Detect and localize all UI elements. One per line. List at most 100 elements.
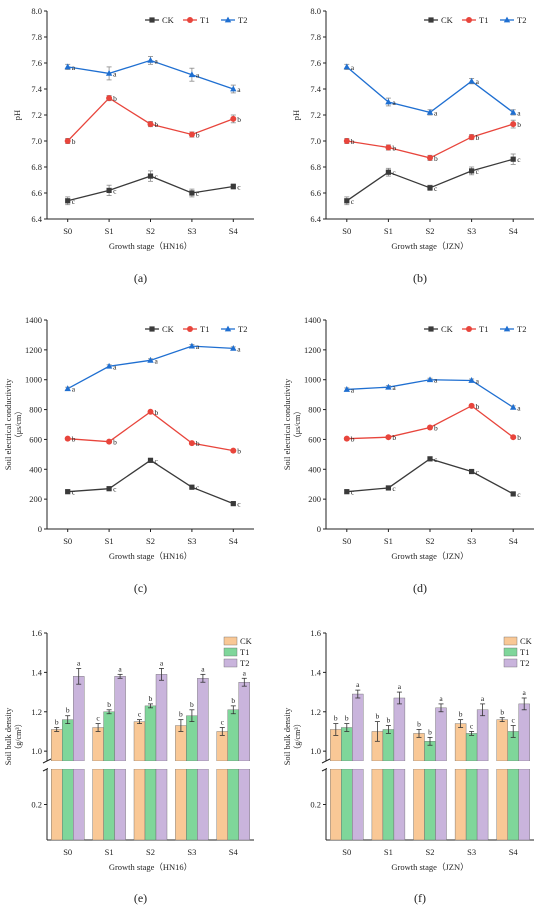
legend-label: T1 <box>520 647 529 657</box>
y-tick-label: 800 <box>29 405 42 415</box>
y-tick-label: 1.4 <box>31 667 42 677</box>
significance-letter: a <box>237 344 241 353</box>
significance-letter: b <box>476 402 480 411</box>
significance-letter: b <box>517 120 521 129</box>
data-point-ck <box>147 457 154 463</box>
data-point-t2 <box>105 70 113 76</box>
significance-letter: c <box>476 468 480 477</box>
data-point-t1 <box>147 121 154 128</box>
chart-panel-c: 0 200 400 600 800 1000 1200 1400 S0 S1 S2 S3 S4 Growt… <box>3 315 254 595</box>
x-tick-label: S2 <box>426 226 435 236</box>
bar-t2-lower <box>114 768 126 841</box>
series-line-t1 <box>346 123 514 159</box>
legend-label: T2 <box>240 658 249 668</box>
data-point-t1 <box>147 408 154 415</box>
significance-letter: b <box>392 144 396 153</box>
legend-marker <box>503 16 511 23</box>
bar-t2 <box>435 707 447 762</box>
y-tick-label: 7.4 <box>310 84 321 94</box>
significance-letter: c <box>221 718 225 727</box>
legend-marker <box>149 326 155 332</box>
y-tick-label: 1.6 <box>310 628 321 638</box>
y-tick-label: 7.0 <box>310 136 321 146</box>
legend-marker <box>187 326 193 332</box>
data-point-t1 <box>427 154 433 161</box>
axis-break-band <box>48 761 254 769</box>
y-tick-label: 200 <box>308 494 321 504</box>
x-axis-title: Growth stage（JZN） <box>391 241 468 251</box>
data-point-t1 <box>510 434 517 441</box>
significance-letter: a <box>196 342 200 351</box>
data-point-ck <box>344 489 350 495</box>
y-axis-title: pH <box>291 110 301 120</box>
significance-letter: c <box>434 184 438 193</box>
significance-letter: c <box>512 716 516 725</box>
x-tick-label: S2 <box>146 847 155 857</box>
legend-marker <box>224 325 232 332</box>
panel-label: (e) <box>134 891 147 905</box>
data-point-t2 <box>426 109 434 115</box>
chart-panel-a: 6.4 6.6 6.8 7.0 7.2 7.4 7.6 7.8 8.0 S0 S1 S2 S3 S4 Gro… <box>12 6 254 285</box>
bar-t1-lower <box>341 768 353 841</box>
axis-break-mark <box>321 758 331 764</box>
significance-letter: a <box>434 376 438 385</box>
y-axis-title: Soil bulk density <box>282 707 292 765</box>
significance-letter: a <box>517 108 521 117</box>
bar-t1 <box>103 711 115 762</box>
significance-letter: a <box>237 85 241 94</box>
legend-label: CK <box>162 324 175 334</box>
data-point-ck <box>510 156 516 162</box>
y-tick-label: 0.2 <box>310 800 321 810</box>
bar-t2 <box>197 678 209 762</box>
data-point-t1 <box>230 447 237 454</box>
significance-letter: b <box>334 714 338 723</box>
x-tick-label: S3 <box>467 536 476 546</box>
series-line-t1 <box>67 411 234 452</box>
x-tick-label: S1 <box>105 536 114 546</box>
bar-t2-lower <box>518 768 530 841</box>
legend-label: CK <box>441 324 454 334</box>
data-point-t2 <box>147 57 154 63</box>
bar-ck-lower <box>330 768 342 841</box>
x-axis-title: Growth stage（HN16） <box>109 551 192 561</box>
significance-letter: a <box>351 385 355 394</box>
y-tick-label: 1.6 <box>31 628 42 638</box>
bar-t1-lower <box>382 768 395 841</box>
data-point-t1 <box>343 435 350 442</box>
x-axis-title: Growth stage（HN16） <box>109 862 192 872</box>
y-tick-label: 8.0 <box>310 6 321 16</box>
significance-letter: a <box>392 98 396 107</box>
significance-letter: b <box>351 435 355 444</box>
series-line-t1 <box>67 97 234 142</box>
y-axis-title: Soil electrical conductivity <box>3 378 13 470</box>
bar-ck <box>51 729 63 762</box>
significance-letter: b <box>113 94 117 103</box>
data-point-t1 <box>64 138 71 144</box>
significance-letter: b <box>392 433 396 442</box>
significance-letter: a <box>351 63 355 72</box>
data-point-ck <box>230 183 236 190</box>
x-tick-label: S1 <box>384 847 393 857</box>
bar-t1 <box>465 733 478 762</box>
bar-t1-lower <box>144 768 157 841</box>
legend-label: T2 <box>238 15 247 25</box>
significance-letter: b <box>66 706 70 715</box>
x-tick-label: S2 <box>426 847 435 857</box>
y-tick-label: 1.2 <box>310 707 321 717</box>
significance-letter: a <box>72 385 76 394</box>
chart-panel-f: 1.0 1.2 1.4 1.6 0.2 S0 S1 S2 S3 S4 Growth stage（JZ… <box>282 628 534 905</box>
bar-ck-lower <box>175 768 187 841</box>
significance-letter: b <box>237 447 241 456</box>
y-axis-title: pH <box>12 110 22 120</box>
data-point-t1 <box>343 138 350 144</box>
bar-t2 <box>476 709 489 762</box>
data-point-ck <box>65 198 71 204</box>
y-tick-label: 8.0 <box>31 6 42 16</box>
significance-letter: a <box>118 664 122 673</box>
significance-letter: b <box>434 423 438 432</box>
legend-label: CK <box>162 15 175 25</box>
data-point-t2 <box>343 386 350 392</box>
legend-swatch <box>503 636 518 646</box>
y-axis-title: Soil bulk density <box>3 707 13 765</box>
y-axis-unit: （μs/cm） <box>14 407 23 442</box>
